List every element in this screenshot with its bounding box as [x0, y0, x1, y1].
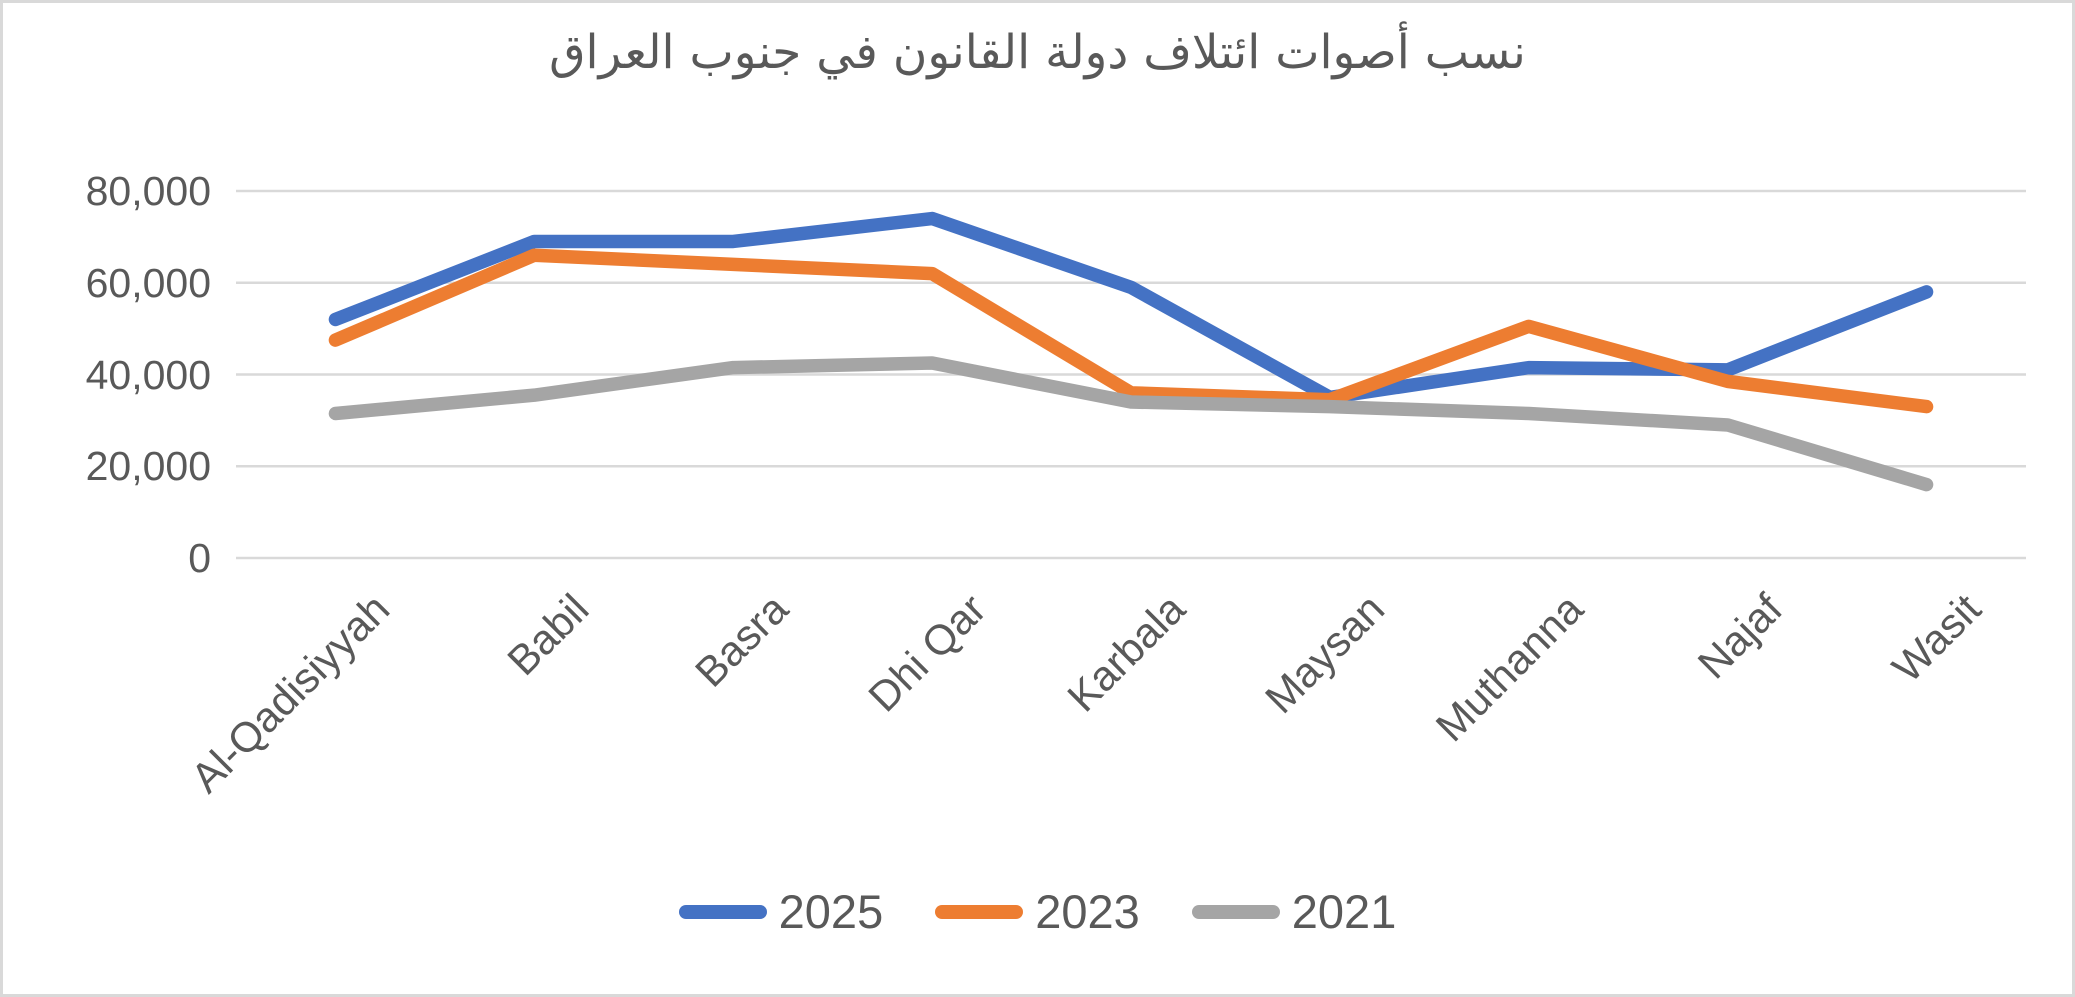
y-axis-tick-label: 60,000 — [85, 259, 211, 306]
series-line-2023 — [328, 248, 1934, 414]
legend-item-2023[interactable]: 2023 — [935, 888, 1140, 935]
legend-label: 2023 — [1035, 885, 1140, 938]
legend-item-2021[interactable]: 2021 — [1191, 885, 1397, 938]
y-axis-tick-label: 40,000 — [85, 351, 211, 398]
chart-title: نسب أصوات ائتلاف دولة القانون في جنوب ال… — [549, 25, 1526, 80]
legend-line-swatch-2021 — [1191, 904, 1280, 919]
y-axis-tick-label: 80,000 — [85, 168, 211, 214]
legend-line-swatch-2023 — [935, 904, 1024, 919]
series-line-2021 — [328, 356, 1934, 492]
y-axis-tick-label: 0 — [188, 535, 211, 581]
y-axis-tick-label: 20,000 — [85, 443, 211, 490]
legend-line-swatch-2025 — [678, 904, 767, 919]
legend-label: 2025 — [778, 885, 884, 938]
plot-area — [236, 189, 2026, 560]
legend-label: 2021 — [1291, 885, 1397, 938]
legend: 2025 2023 2021 — [3, 888, 2072, 935]
legend-item-2025[interactable]: 2025 — [678, 885, 884, 938]
